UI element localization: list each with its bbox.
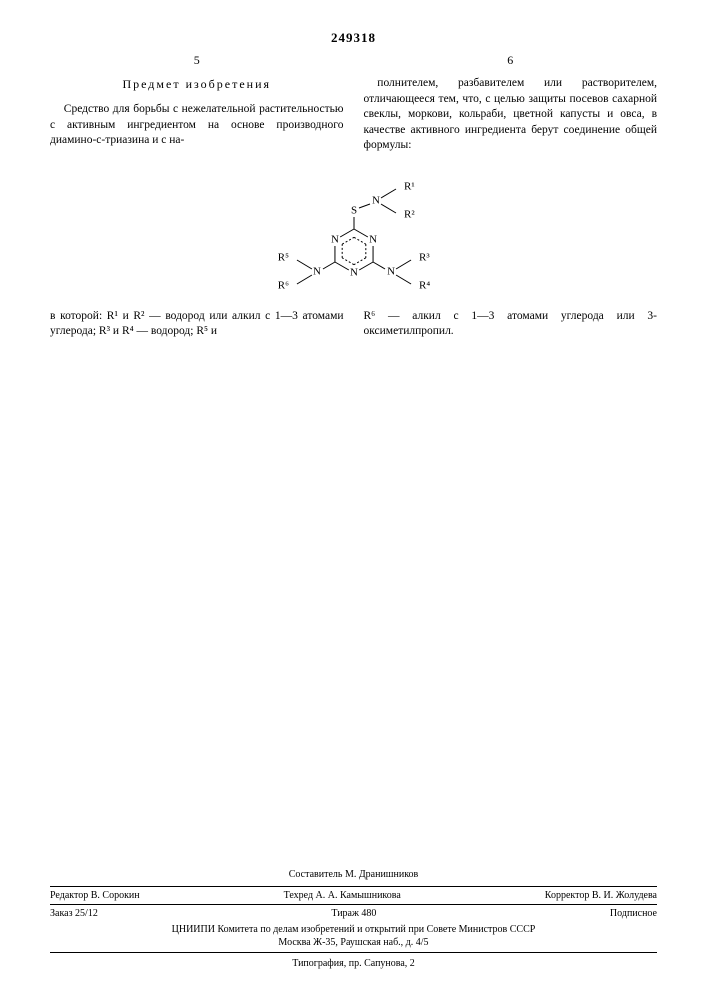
section-heading: Предмет изобретения <box>50 76 344 92</box>
tirage: Тираж 480 <box>331 907 376 921</box>
page-number-left: 5 <box>50 52 344 68</box>
credits-row: Редактор В. Сорокин Техред А. А. Камышни… <box>50 889 657 903</box>
definition-columns: в которой: R¹ и R² — водород или алкил с… <box>50 309 657 340</box>
svg-text:R¹: R¹ <box>404 180 415 192</box>
svg-text:N: N <box>372 194 380 206</box>
editor: Редактор В. Сорокин <box>50 889 140 903</box>
compiler-line: Составитель М. Дранишников <box>50 868 657 882</box>
org-block: ЦНИИПИ Комитета по делам изобретений и о… <box>50 923 657 950</box>
svg-text:N: N <box>330 233 338 245</box>
print-row: Заказ 25/12 Тираж 480 Подписное <box>50 907 657 921</box>
definition-right-text: R⁶ — алкил с 1—3 атомами углерода или 3-… <box>364 309 658 340</box>
corrector: Корректор В. И. Жолудева <box>545 889 657 903</box>
footer-rule-3 <box>50 952 657 953</box>
subscription: Подписное <box>610 907 657 921</box>
document-number: 249318 <box>50 30 657 46</box>
right-paragraph-text: полнителем, разбавителем или растворител… <box>364 77 658 151</box>
page-number-right: 6 <box>364 52 658 68</box>
patent-page: 249318 5 Предмет изобретения Средство дл… <box>0 0 707 1000</box>
org-line-2: Москва Ж-35, Раушская наб., д. 4/5 <box>50 936 657 950</box>
definition-left-text: в которой: R¹ и R² — водород или алкил с… <box>50 309 344 340</box>
org-line-1: ЦНИИПИ Комитета по делам изобретений и о… <box>50 923 657 937</box>
svg-text:R³: R³ <box>419 251 430 263</box>
typography-line: Типография, пр. Сапунова, 2 <box>50 957 657 971</box>
left-column: 5 Предмет изобретения Средство для борьб… <box>50 52 344 154</box>
page-footer: Составитель М. Дранишников Редактор В. С… <box>50 868 657 970</box>
svg-text:R⁴: R⁴ <box>419 279 430 291</box>
svg-text:R⁶: R⁶ <box>277 279 288 291</box>
order-number: Заказ 25/12 <box>50 907 98 921</box>
svg-text:R⁵: R⁵ <box>277 251 288 263</box>
formula-diagram: N N N S N R¹ R² N R³ R⁴ N R⁵ R⁶ <box>254 166 454 296</box>
svg-text:S: S <box>350 204 356 216</box>
techred: Техред А. А. Камышникова <box>284 889 401 903</box>
left-paragraph: Средство для борьбы с нежелательной раст… <box>50 102 344 149</box>
svg-text:N: N <box>387 265 395 277</box>
two-column-text: 5 Предмет изобретения Средство для борьб… <box>50 52 657 154</box>
right-paragraph: полнителем, разбавителем или растворител… <box>364 76 658 154</box>
svg-text:R²: R² <box>404 208 415 220</box>
svg-text:N: N <box>350 266 358 278</box>
footer-rule-1 <box>50 886 657 887</box>
svg-text:N: N <box>312 265 320 277</box>
svg-text:N: N <box>369 233 377 245</box>
definition-left: в которой: R¹ и R² — водород или алкил с… <box>50 309 344 340</box>
definition-right: R⁶ — алкил с 1—3 атомами углерода или 3-… <box>364 309 658 340</box>
chemical-formula: N N N S N R¹ R² N R³ R⁴ N R⁵ R⁶ <box>50 166 657 301</box>
right-column: 6 полнителем, разбавителем или растворит… <box>364 52 658 154</box>
footer-rule-2 <box>50 904 657 905</box>
